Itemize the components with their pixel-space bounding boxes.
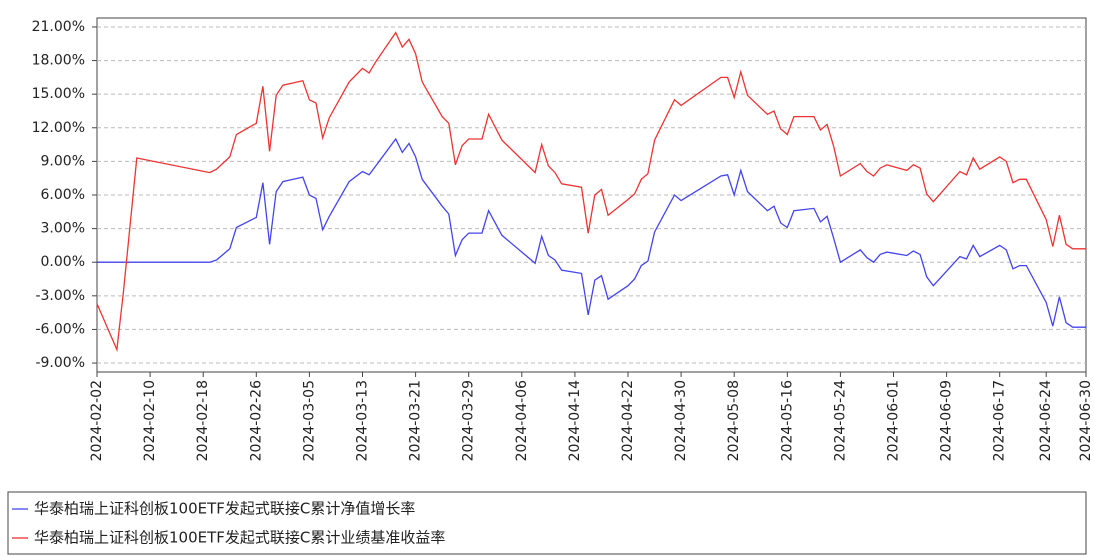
x-tick-label: 2024-06-09 — [939, 380, 955, 461]
series-line — [97, 137, 1086, 328]
legend-text: 华泰柏瑞上证科创板100ETF发起式联接C累计净值增长率 — [34, 500, 415, 518]
y-tick-label: -6.00% — [35, 321, 85, 337]
x-tick-label: 2024-02-02 — [89, 380, 105, 461]
x-tick-label: 2024-06-30 — [1078, 380, 1094, 461]
x-tick-label: 2024-05-08 — [726, 380, 742, 461]
x-tick-label: 2024-02-18 — [195, 380, 211, 461]
x-tick-label: 2024-04-06 — [514, 380, 530, 461]
x-tick-label: 2024-02-26 — [248, 380, 264, 461]
y-tick-label: -3.00% — [35, 288, 85, 304]
y-tick-label: 3.00% — [41, 221, 85, 237]
x-tick-label: 2024-03-05 — [301, 380, 317, 461]
y-tick-label: 6.00% — [41, 187, 85, 203]
x-tick-label: 2024-02-10 — [142, 380, 158, 461]
legend-box — [7, 491, 1087, 555]
x-tick-label: 2024-05-16 — [779, 380, 795, 461]
x-tick-label: 2024-05-24 — [832, 380, 848, 461]
y-tick-label: 0.00% — [41, 254, 85, 270]
y-tick-label: 18.00% — [32, 53, 85, 69]
y-tick-label: -9.00% — [35, 355, 85, 371]
series-line — [96, 31, 1086, 353]
x-tick-label: 2024-03-29 — [461, 380, 477, 461]
x-tick-label: 2024-03-21 — [408, 380, 424, 461]
y-tick-label: 12.00% — [32, 120, 85, 136]
legend-text: 华泰柏瑞上证科创板100ETF发起式联接C累计业绩基准收益率 — [34, 529, 445, 547]
y-tick-label: 21.00% — [32, 19, 85, 35]
x-tick-label: 2024-04-30 — [673, 380, 689, 461]
x-tick-label: 2024-04-22 — [620, 380, 636, 461]
x-tick-label: 2024-06-01 — [886, 380, 902, 461]
x-tick-label: 2024-04-14 — [567, 380, 583, 461]
x-tick-label: 2024-06-17 — [992, 380, 1008, 461]
x-tick-label: 2024-03-13 — [355, 380, 371, 461]
x-tick-label: 2024-06-24 — [1038, 380, 1054, 461]
y-tick-label: 15.00% — [32, 86, 85, 102]
y-tick-label: 9.00% — [41, 153, 85, 169]
